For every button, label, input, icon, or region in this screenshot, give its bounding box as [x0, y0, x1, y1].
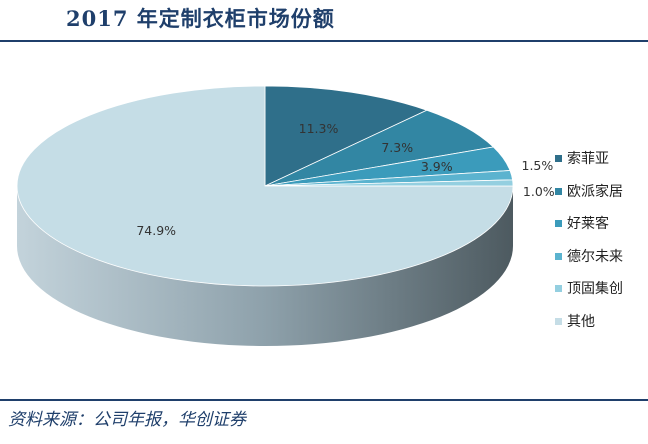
pie-side-wall	[17, 186, 513, 346]
figure-title: 2017 年定制衣柜市场份额	[66, 6, 335, 31]
title-divider	[0, 40, 648, 42]
legend-label: 德尔未来	[567, 248, 623, 265]
legend-swatch	[555, 155, 562, 162]
legend-swatch	[555, 220, 562, 227]
legend-swatch	[555, 317, 562, 325]
data-label-2: 7.3%	[381, 140, 413, 155]
legend-label: 欧派家居	[567, 183, 623, 200]
pie-sides	[17, 186, 513, 346]
data-label-6: 74.9%	[136, 223, 176, 238]
legend-label: 其他	[567, 313, 595, 330]
slice-1	[264, 85, 428, 187]
legend-label: 好莱客	[567, 216, 609, 232]
slice-6	[16, 85, 514, 287]
legend-swatch	[555, 285, 562, 292]
slice-2	[264, 109, 495, 187]
legend-swatch	[555, 252, 562, 260]
data-label-5: 1.0%	[523, 184, 555, 199]
data-label-4: 1.5%	[522, 158, 554, 173]
legend-label: 索菲亚	[567, 151, 609, 167]
pie-slices	[16, 85, 514, 287]
legend-label: 顶固集创	[567, 281, 623, 297]
legend-swatch	[555, 187, 562, 195]
data-label-3: 3.9%	[421, 159, 453, 174]
source-note: 资料来源：公司年报，华创证券	[8, 410, 246, 430]
pie-chart: 11.3% 7.3% 3.9% 1.5% 1.0% 74.9%	[16, 85, 555, 346]
source-divider	[0, 399, 648, 401]
data-label-1: 11.3%	[299, 121, 339, 136]
data-labels: 11.3% 7.3% 3.9% 1.5% 1.0% 74.9%	[136, 121, 554, 238]
